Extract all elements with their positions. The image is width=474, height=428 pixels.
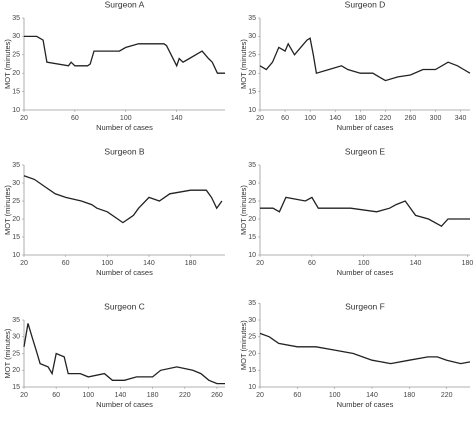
y-tick-label: 20 <box>248 216 256 223</box>
x-tick-label: 100 <box>329 392 341 399</box>
x-tick-label: 20 <box>20 392 28 399</box>
y-tick-label: 15 <box>248 88 256 95</box>
x-tick-label: 20 <box>256 392 264 399</box>
x-tick-label: 100 <box>101 260 113 267</box>
x-tick-label: 100 <box>82 392 94 399</box>
x-tick-label: 220 <box>441 392 453 399</box>
data-line <box>23 323 225 385</box>
y-axis-label: MOT (minutes) <box>239 185 248 235</box>
data-line <box>260 196 470 228</box>
x-tick-label: 20 <box>256 115 264 122</box>
y-tick-label: 10 <box>12 252 20 259</box>
panel-title: Surgeon B <box>104 146 144 156</box>
x-tick-label: 140 <box>115 392 127 399</box>
y-tick-label: 35 <box>12 162 20 169</box>
y-tick-label: 25 <box>248 198 256 205</box>
panel-title: Surgeon A <box>105 0 145 9</box>
panel-title: Surgeon E <box>345 146 385 156</box>
y-axis-label: MOT (minutes) <box>3 328 12 378</box>
x-tick-label: 180 <box>354 115 366 122</box>
y-tick-label: 35 <box>12 15 20 22</box>
y-tick-label: 20 <box>248 70 256 77</box>
data-line <box>23 175 223 224</box>
x-axis-label: Number of cases <box>337 400 394 409</box>
y-tick-label: 30 <box>12 334 20 341</box>
x-tick-label: 60 <box>293 392 301 399</box>
x-tick-label: 140 <box>329 115 341 122</box>
y-tick-label: 15 <box>12 88 20 95</box>
x-tick-label: 100 <box>120 115 132 122</box>
x-axis-label: Number of cases <box>337 123 394 132</box>
y-axis-label: MOT (minutes) <box>239 320 248 370</box>
x-tick-label: 60 <box>52 392 60 399</box>
y-tick-label: 35 <box>12 317 20 324</box>
x-tick-label: 20 <box>20 115 28 122</box>
x-tick-label: 300 <box>430 115 442 122</box>
y-tick-label: 10 <box>248 252 256 259</box>
x-tick-label: 60 <box>281 115 289 122</box>
data-line <box>259 332 471 365</box>
y-tick-label: 35 <box>248 162 256 169</box>
x-tick-label: 60 <box>71 115 79 122</box>
y-tick-label: 25 <box>12 350 20 357</box>
x-axis-label: Number of cases <box>96 268 153 277</box>
x-tick-label: 260 <box>211 392 223 399</box>
y-tick-label: 35 <box>248 300 256 307</box>
y-tick-label: 10 <box>248 384 256 391</box>
y-tick-label: 30 <box>248 180 256 187</box>
y-tick-label: 15 <box>248 234 256 241</box>
x-tick-label: 180 <box>185 260 197 267</box>
y-tick-label: 10 <box>248 107 256 114</box>
panel-title: Surgeon C <box>104 301 145 311</box>
y-tick-label: 20 <box>12 216 20 223</box>
x-tick-label: 180 <box>462 260 474 267</box>
data-line <box>259 37 471 82</box>
y-tick-label: 35 <box>248 15 256 22</box>
x-tick-label: 100 <box>358 260 370 267</box>
x-tick-label: 100 <box>304 115 316 122</box>
panel-title: Surgeon D <box>345 0 386 9</box>
y-tick-label: 15 <box>12 384 20 391</box>
x-tick-label: 220 <box>179 392 191 399</box>
y-tick-label: 30 <box>12 33 20 40</box>
y-tick-label: 30 <box>248 317 256 324</box>
panel-title: Surgeon F <box>345 301 385 311</box>
data-line <box>24 35 225 74</box>
x-tick-label: 140 <box>366 392 378 399</box>
x-tick-label: 20 <box>20 260 28 267</box>
x-tick-label: 340 <box>455 115 467 122</box>
y-tick-label: 25 <box>12 198 20 205</box>
x-tick-label: 260 <box>405 115 417 122</box>
y-axis-label: MOT (minutes) <box>3 185 12 235</box>
y-tick-label: 20 <box>12 70 20 77</box>
y-axis-label: MOT (minutes) <box>239 39 248 89</box>
x-tick-label: 60 <box>308 260 316 267</box>
y-tick-label: 25 <box>12 52 20 59</box>
x-axis-label: Number of cases <box>337 268 394 277</box>
y-tick-label: 15 <box>12 234 20 241</box>
x-tick-label: 220 <box>380 115 392 122</box>
x-tick-label: 180 <box>147 392 159 399</box>
y-tick-label: 30 <box>12 180 20 187</box>
x-tick-label: 140 <box>143 260 155 267</box>
y-axis-label: MOT (minutes) <box>3 39 12 89</box>
y-tick-label: 30 <box>248 33 256 40</box>
y-tick-label: 20 <box>12 367 20 374</box>
y-tick-label: 25 <box>248 334 256 341</box>
x-axis-label: Number of cases <box>96 400 153 409</box>
x-tick-label: 20 <box>256 260 264 267</box>
y-tick-label: 10 <box>12 107 20 114</box>
x-tick-label: 60 <box>62 260 70 267</box>
x-tick-label: 180 <box>403 392 415 399</box>
y-tick-label: 20 <box>248 350 256 357</box>
x-axis-label: Number of cases <box>96 123 153 132</box>
y-tick-label: 15 <box>248 367 256 374</box>
x-tick-label: 140 <box>410 260 422 267</box>
y-tick-label: 25 <box>248 52 256 59</box>
x-tick-label: 140 <box>171 115 183 122</box>
